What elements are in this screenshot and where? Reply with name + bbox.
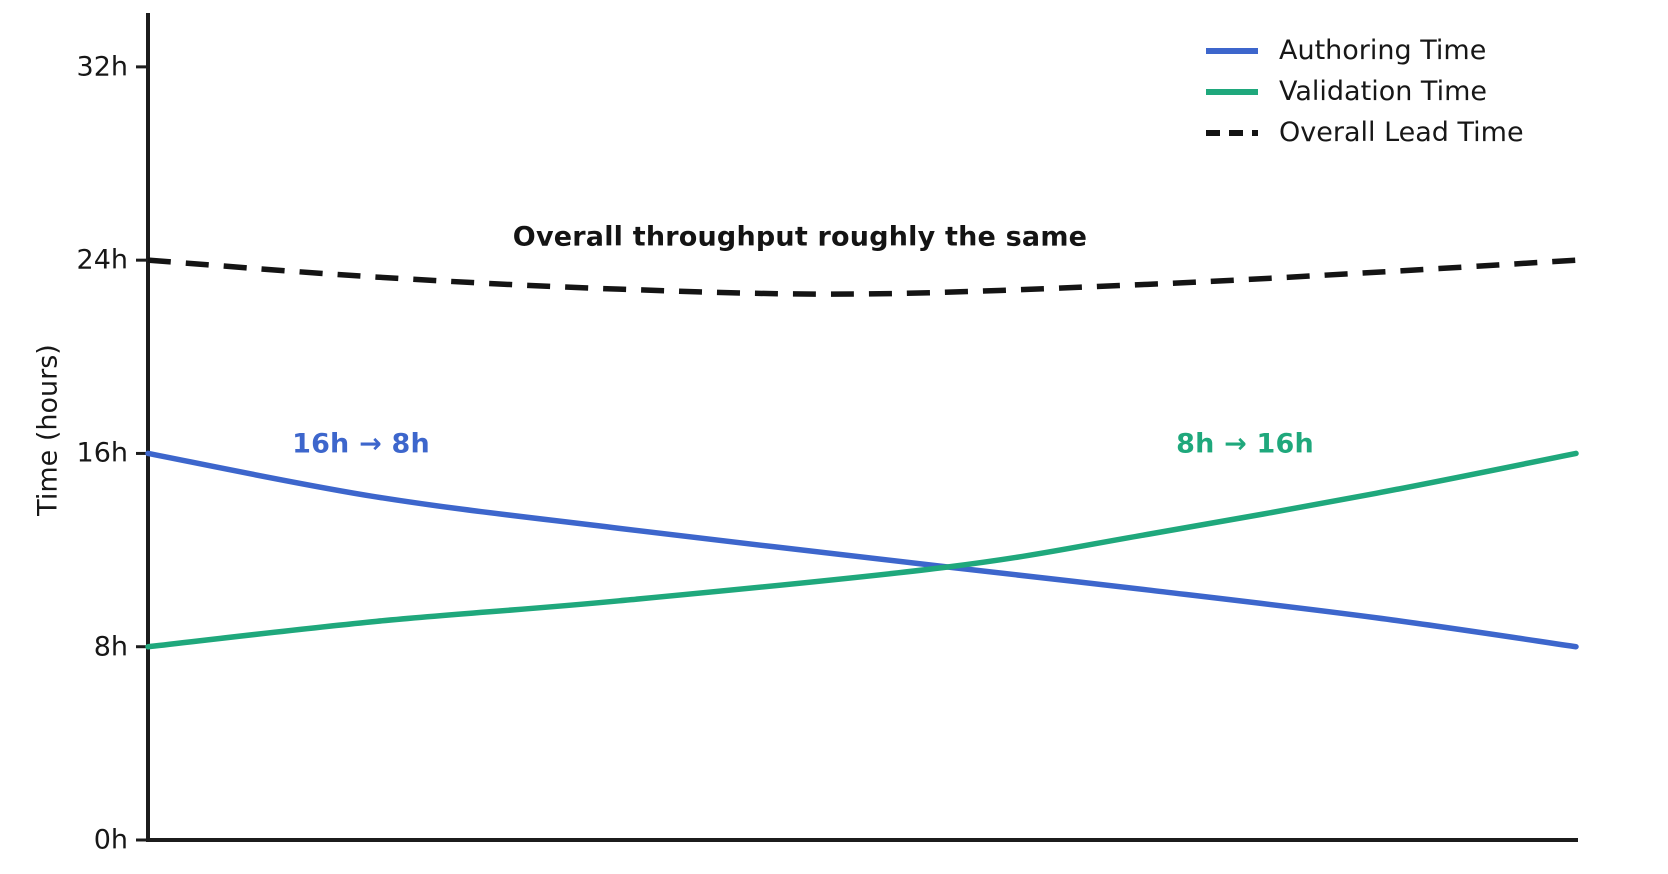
legend-item-overall: Overall Lead Time xyxy=(1205,116,1524,149)
legend-label-validation: Validation Time xyxy=(1279,76,1487,107)
annotation-validation-change: 8h → 16h xyxy=(1176,428,1314,460)
legend-line-overall-dashed-icon xyxy=(1206,129,1258,136)
legend-label-authoring: Authoring Time xyxy=(1279,35,1487,66)
annotation-authoring-change: 16h → 8h xyxy=(292,428,430,460)
annotation-overall-throughput: Overall throughput roughly the same xyxy=(512,221,1088,253)
y-tick-label: 32h xyxy=(76,51,128,83)
series-validation-time-line xyxy=(145,450,1579,650)
y-axis-title: Time (hours) xyxy=(32,344,64,516)
y-tick-label: 24h xyxy=(76,244,128,276)
legend: Authoring Time Validation Time Overall L… xyxy=(1205,34,1524,149)
y-tick-label: 8h xyxy=(93,631,128,663)
y-tick-label: 16h xyxy=(76,437,128,469)
legend-line-authoring-icon xyxy=(1206,47,1258,54)
legend-line-validation-icon xyxy=(1206,88,1258,95)
legend-item-authoring: Authoring Time xyxy=(1205,34,1524,67)
legend-item-validation: Validation Time xyxy=(1205,75,1524,108)
legend-label-overall: Overall Lead Time xyxy=(1279,117,1524,148)
series-authoring-time-line xyxy=(145,450,1579,650)
series-overall-lead-time-line xyxy=(147,257,1577,297)
y-tick-label: 0h xyxy=(93,824,128,856)
